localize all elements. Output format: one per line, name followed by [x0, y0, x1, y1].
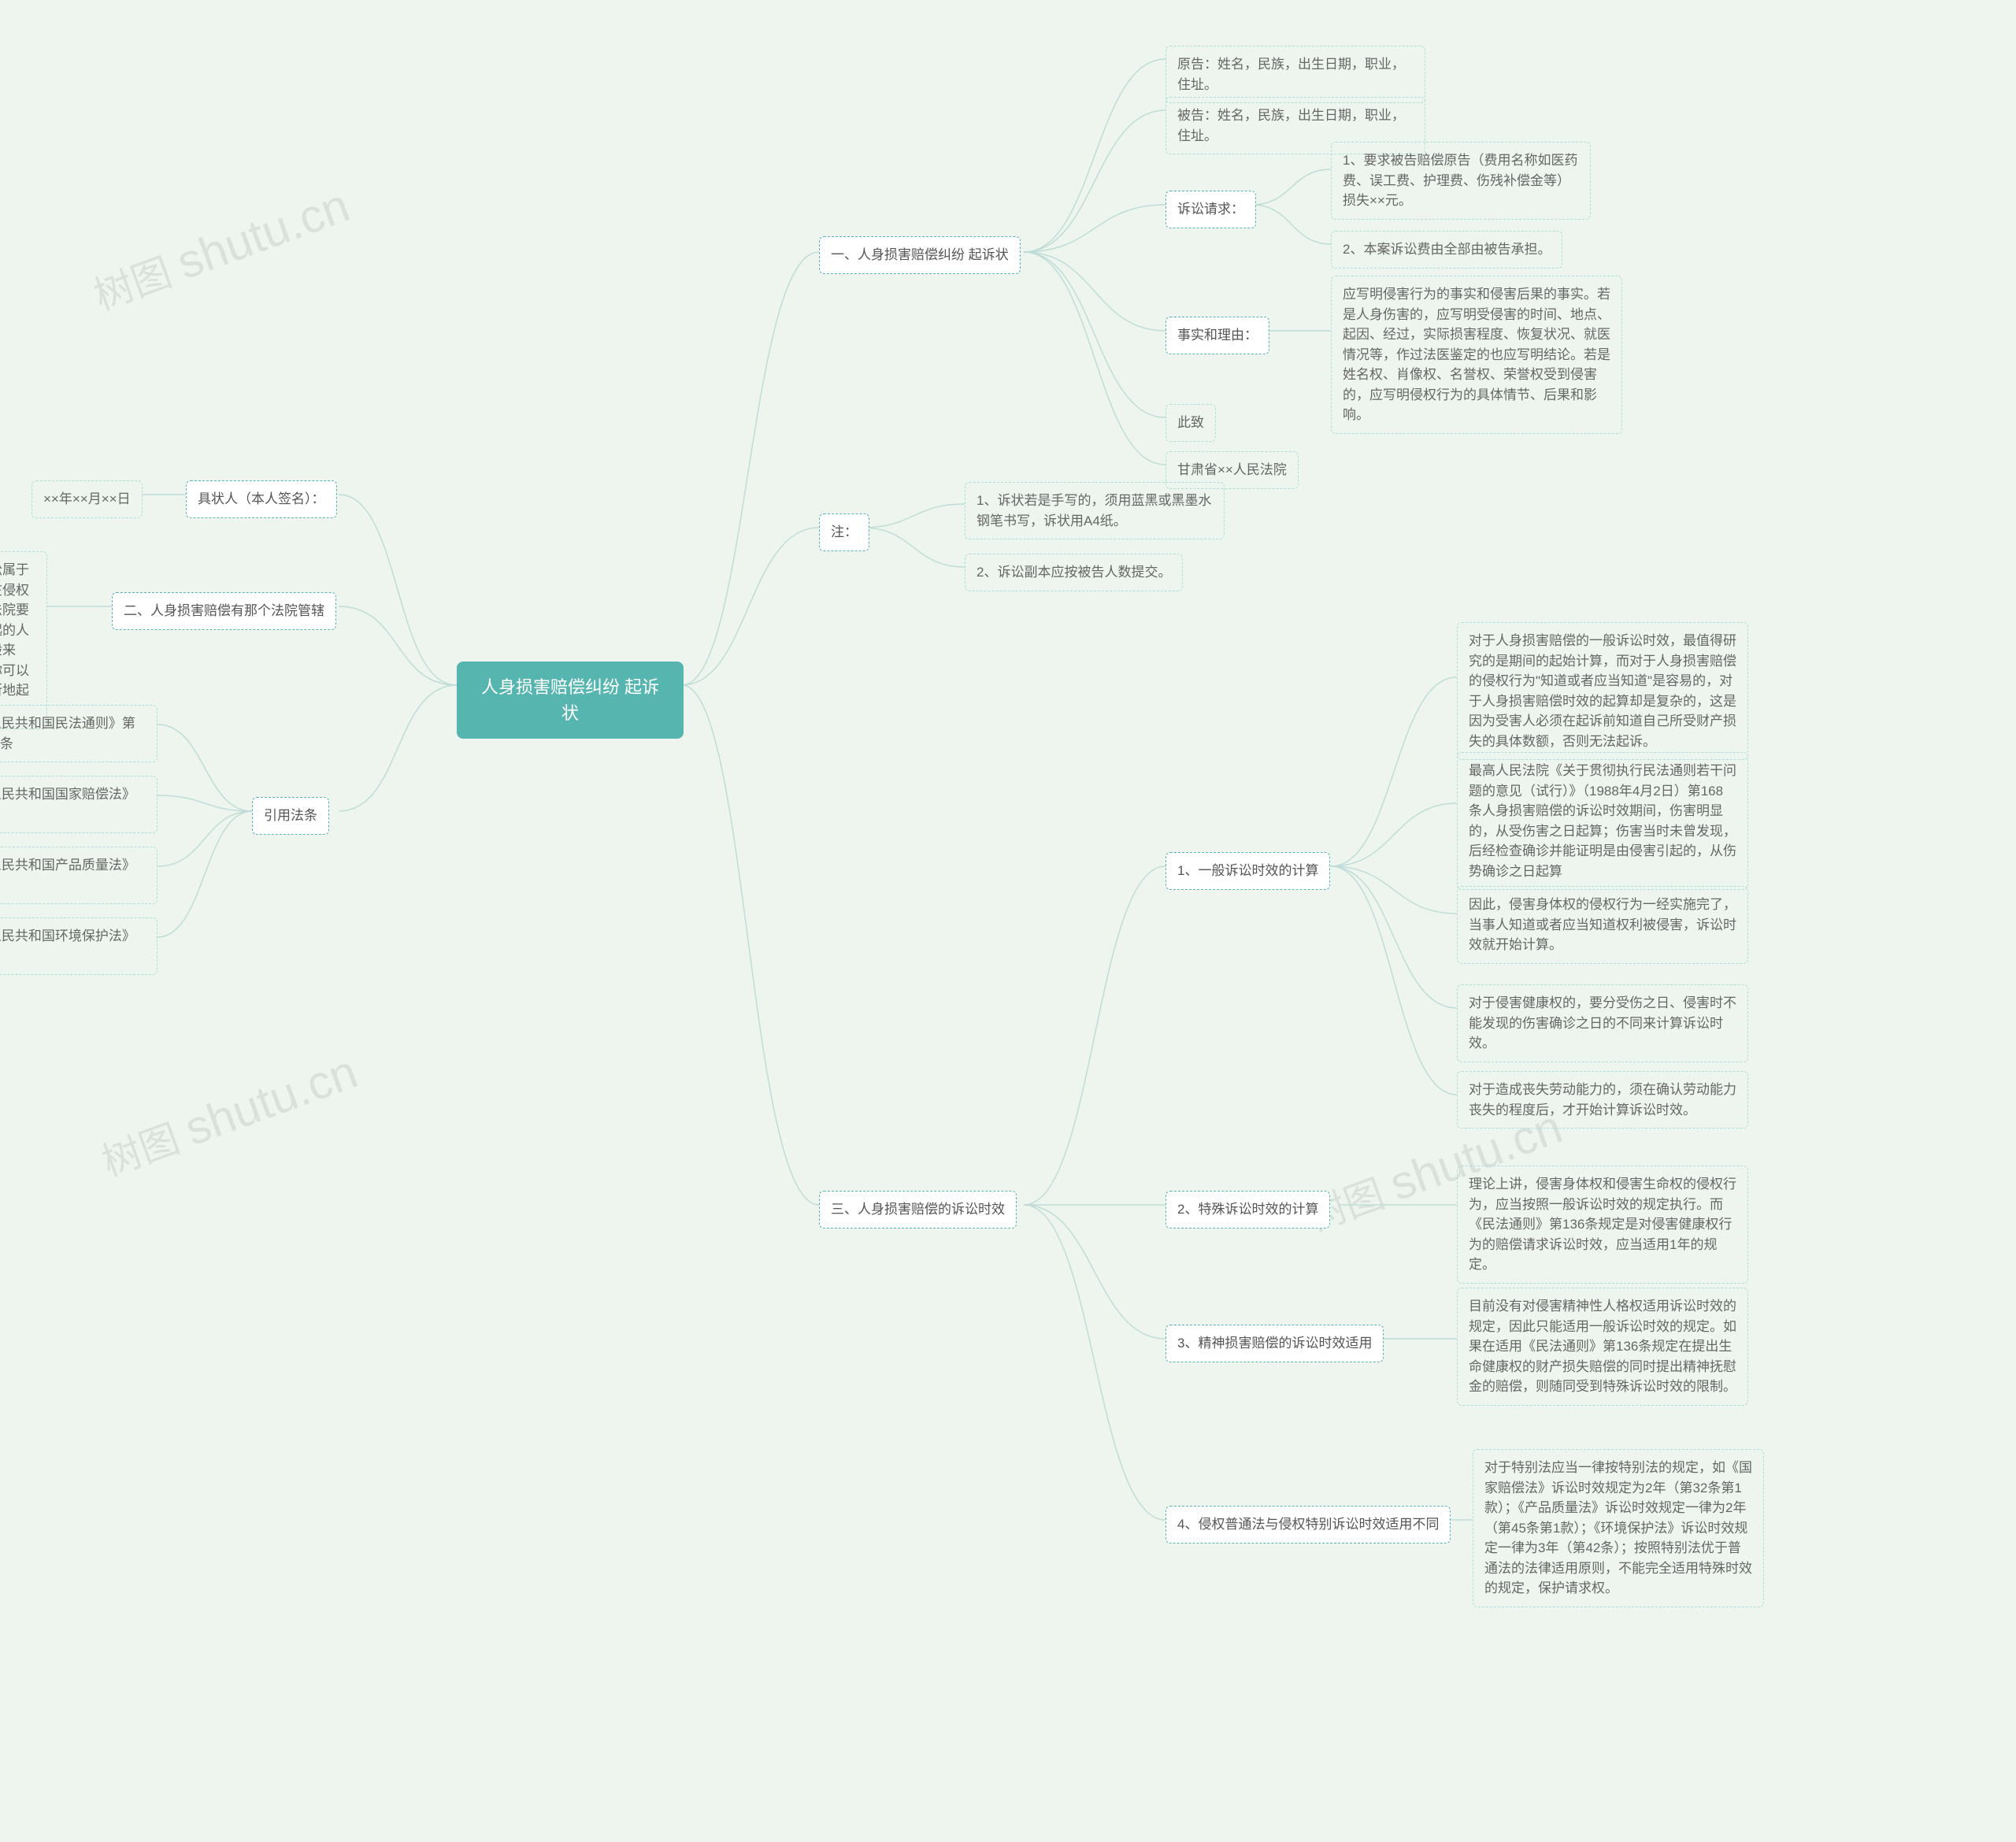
b3-s1-t1: 对于人身损害赔偿的一般诉讼时效，最值得研究的是期间的起始计算，而对于人身损害赔偿… [1457, 622, 1748, 760]
b3-s4-content: 对于特别法应当一律按特别法的规定，如《国家赔偿法》诉讼时效规定为2年（第32条第… [1473, 1449, 1764, 1607]
watermark: 树图 shutu.cn [93, 1043, 365, 1188]
b1-c3-d1: 1、要求被告赔偿原告（费用名称如医药费、误工费、护理费、伤残补偿金等）损失××元… [1331, 142, 1591, 220]
sign-date: ××年××月××日 [32, 480, 143, 518]
b3-s1: 1、一般诉讼时效的计算 [1166, 852, 1330, 890]
law-l1: [1]《中华人民共和国民法通则》第一百三十六条 [0, 705, 158, 762]
branch-sign: 具状人（本人签名）： [186, 480, 337, 518]
b1-c1: 原告：姓名，民族，出生日期，职业，住址。 [1166, 46, 1425, 103]
root-node: 人身损害赔偿纠纷 起诉状 [457, 662, 684, 739]
watermark: 树图 shutu.cn [85, 176, 357, 321]
b1-c3: 诉讼请求： [1166, 191, 1256, 228]
b3-s1-t5: 对于造成丧失劳动能力的，须在确认劳动能力丧失的程度后，才开始计算诉讼时效。 [1457, 1071, 1748, 1129]
b1-c4-content: 应写明侵害行为的事实和侵害后果的事实。若是人身伤害的，应写明受侵害的时间、地点、… [1331, 276, 1622, 434]
b1-c5: 此致 [1166, 404, 1216, 442]
b3-s3-content: 目前没有对侵害精神性人格权适用诉讼时效的规定，因此只能适用一般诉讼时效的规定。如… [1457, 1288, 1748, 1406]
note-n2: 2、诉讼副本应按被告人数提交。 [965, 554, 1183, 591]
b1-c4: 事实和理由： [1166, 317, 1269, 354]
branch-1: 一、人身损害赔偿纠纷 起诉状 [819, 236, 1021, 274]
b3-s1-t2: 最高人民法院《关于贯彻执行民法通则若干问题的意见（试行）》（1988年4月2日）… [1457, 752, 1748, 890]
branch-law: 引用法条 [252, 797, 329, 835]
b3-s4: 4、侵权普通法与侵权特别诉讼时效适用不同 [1166, 1506, 1451, 1544]
b3-s1-t4: 对于侵害健康权的，要分受伤之日、侵害时不能发现的伤害确诊之日的不同来计算诉讼时效… [1457, 984, 1748, 1062]
branch-2: 二、人身损害赔偿有那个法院管辖 [112, 592, 336, 630]
b3-s1-t3: 因此，侵害身体权的侵权行为一经实施完了，当事人知道或者应当知道权利被侵害，诉讼时… [1457, 886, 1748, 964]
note-n1: 1、诉状若是手写的，须用蓝黑或黑墨水钢笔书写，诉状用A4纸。 [965, 482, 1225, 539]
law-l2: [2]《中华人民共和国国家赔偿法》第三十二条 [0, 776, 158, 833]
branch-note: 注： [819, 513, 869, 551]
b3-s2-content: 理论上讲，侵害身体权和侵害生命权的侵权行为，应当按照一般诉讼时效的规定执行。而《… [1457, 1166, 1748, 1284]
law-l4: [4]《中华人民共和国环境保护法》第四十二条 [0, 917, 158, 975]
law-l3: [3]《中华人民共和国产品质量法》第四十五条 [0, 847, 158, 904]
b1-c3-d2: 2、本案诉讼费由全部由被告承担。 [1331, 231, 1562, 269]
b3-s3: 3、精神损害赔偿的诉讼时效适用 [1166, 1325, 1384, 1362]
b3-s2: 2、特殊诉讼时效的计算 [1166, 1191, 1330, 1229]
branch-3: 三、人身损害赔偿的诉讼时效 [819, 1191, 1017, 1229]
b2-content: 一般来说，人身损害案件的诉讼属于侵权行为的诉讼，诉讼人需要在侵权行为发生地或者被… [0, 551, 47, 729]
